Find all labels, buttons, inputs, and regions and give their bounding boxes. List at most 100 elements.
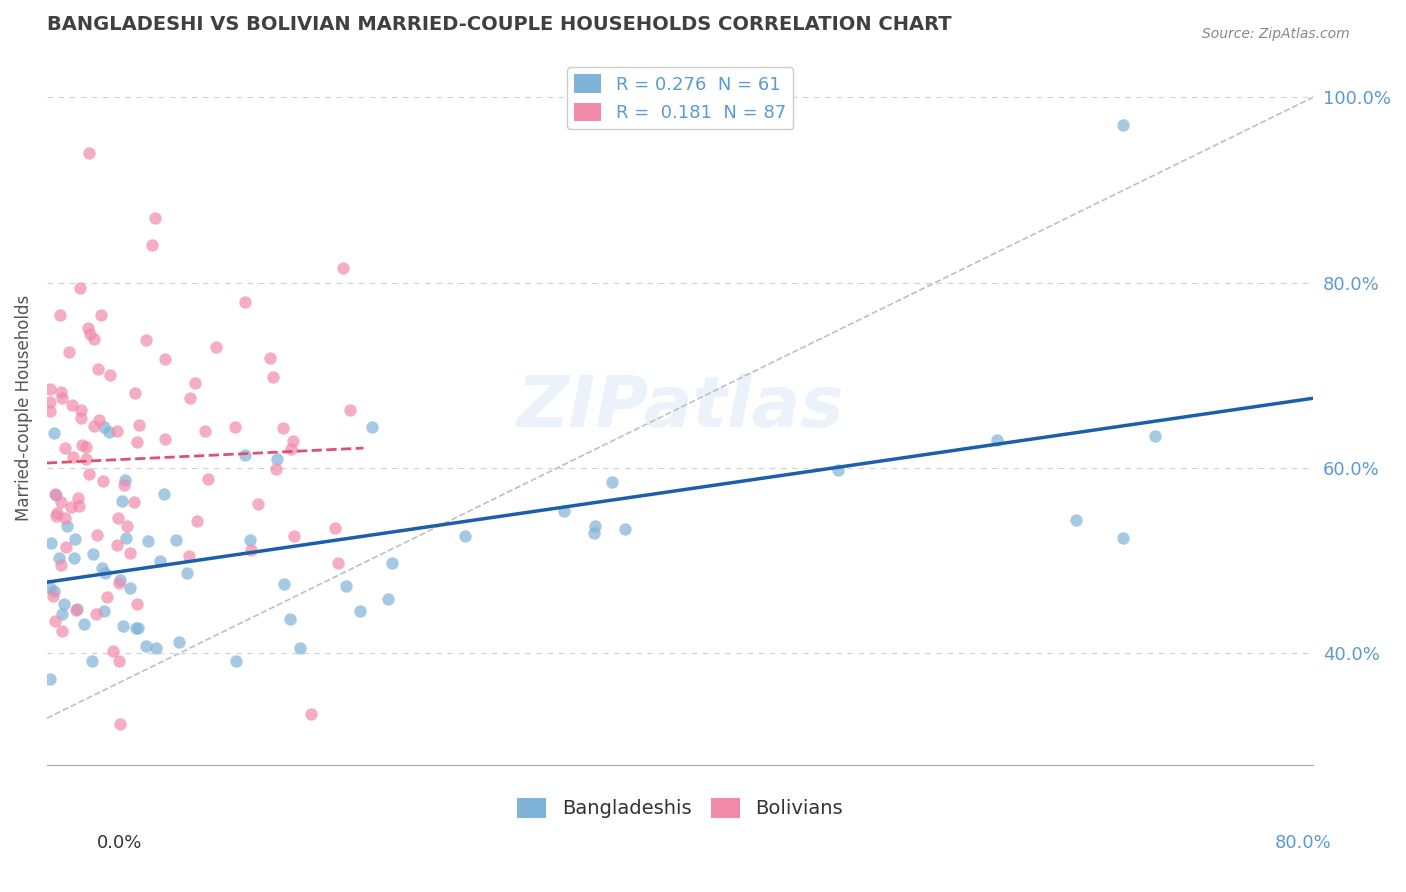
- Point: [44, 487, 66, 501]
- Point: [127, 597, 149, 611]
- Point: [82, 548, 104, 562]
- Point: [111, 618, 134, 632]
- Point: [51, 384, 73, 399]
- Point: [262, 370, 284, 384]
- Point: [233, 294, 256, 309]
- Point: [339, 403, 361, 417]
- Point: [124, 621, 146, 635]
- Point: [271, 421, 294, 435]
- Point: [128, 417, 150, 432]
- Point: [83, 332, 105, 346]
- Point: [165, 533, 187, 547]
- Point: [70, 438, 93, 452]
- Point: [87, 362, 110, 376]
- Point: [66, 602, 89, 616]
- Point: [114, 473, 136, 487]
- Point: [197, 472, 219, 486]
- Point: [278, 612, 301, 626]
- Point: [326, 556, 349, 570]
- Point: [184, 376, 207, 390]
- Point: [115, 519, 138, 533]
- Point: [44, 583, 66, 598]
- Point: [177, 549, 200, 564]
- Point: [108, 654, 131, 668]
- Point: [39, 404, 62, 418]
- Point: [280, 442, 302, 457]
- Point: [65, 602, 87, 616]
- Point: [101, 644, 124, 658]
- Point: [45, 508, 67, 523]
- Point: [69, 402, 91, 417]
- Point: [107, 510, 129, 524]
- Point: [75, 440, 97, 454]
- Point: [51, 624, 73, 638]
- Point: [583, 519, 606, 533]
- Point: [44, 425, 66, 440]
- Point: [79, 467, 101, 481]
- Point: [73, 617, 96, 632]
- Point: [281, 434, 304, 449]
- Point: [97, 425, 120, 439]
- Point: [96, 590, 118, 604]
- Point: [44, 614, 66, 628]
- Point: [986, 433, 1008, 447]
- Point: [169, 635, 191, 649]
- Point: [122, 495, 145, 509]
- Point: [79, 327, 101, 342]
- Point: [39, 395, 62, 409]
- Point: [454, 529, 477, 543]
- Point: [86, 527, 108, 541]
- Point: [553, 503, 575, 517]
- Point: [127, 434, 149, 449]
- Point: [69, 281, 91, 295]
- Point: [179, 391, 201, 405]
- Point: [90, 561, 112, 575]
- Point: [51, 392, 73, 406]
- Point: [48, 551, 70, 566]
- Point: [39, 582, 62, 596]
- Point: [135, 639, 157, 653]
- Point: [62, 450, 84, 464]
- Point: [224, 420, 246, 434]
- Point: [194, 424, 217, 438]
- Point: [49, 309, 72, 323]
- Point: [105, 424, 128, 438]
- Point: [39, 536, 62, 550]
- Point: [136, 534, 159, 549]
- Point: [53, 441, 76, 455]
- Point: [600, 475, 623, 489]
- Point: [80, 654, 103, 668]
- Point: [90, 308, 112, 322]
- Point: [67, 491, 90, 505]
- Point: [46, 506, 69, 520]
- Point: [53, 598, 76, 612]
- Text: 0.0%: 0.0%: [97, 834, 142, 852]
- Point: [583, 525, 606, 540]
- Point: [1143, 429, 1166, 443]
- Point: [98, 368, 121, 382]
- Text: Source: ZipAtlas.com: Source: ZipAtlas.com: [1202, 27, 1350, 41]
- Point: [56, 518, 79, 533]
- Point: [264, 462, 287, 476]
- Point: [39, 383, 62, 397]
- Point: [247, 497, 270, 511]
- Point: [84, 607, 107, 621]
- Point: [1112, 118, 1135, 132]
- Point: [155, 432, 177, 446]
- Point: [93, 419, 115, 434]
- Point: [381, 556, 404, 570]
- Point: [124, 386, 146, 401]
- Text: ZIPatlas: ZIPatlas: [516, 373, 844, 442]
- Point: [225, 654, 247, 668]
- Text: 80.0%: 80.0%: [1275, 834, 1331, 852]
- Point: [349, 604, 371, 618]
- Point: [186, 514, 208, 528]
- Point: [111, 493, 134, 508]
- Point: [259, 351, 281, 365]
- Point: [127, 621, 149, 635]
- Point: [135, 333, 157, 347]
- Point: [240, 542, 263, 557]
- Point: [613, 522, 636, 536]
- Y-axis label: Married-couple Households: Married-couple Households: [15, 294, 32, 521]
- Point: [42, 590, 65, 604]
